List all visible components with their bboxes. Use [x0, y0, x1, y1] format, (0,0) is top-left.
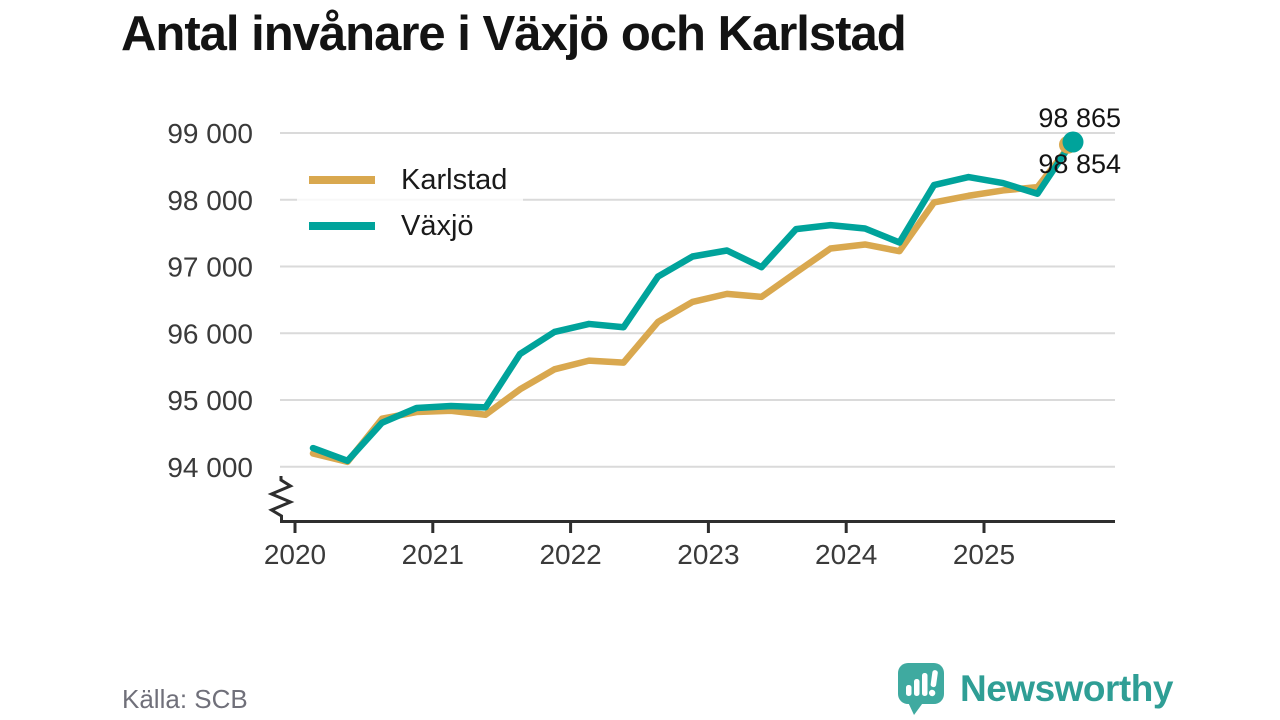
end-value-labels: 98 865 98 854	[1038, 103, 1121, 179]
bar-large	[922, 673, 928, 696]
legend-item-vaxjo: Växjö	[309, 206, 507, 246]
bar-small	[906, 685, 912, 696]
vaxjo-line-swatch	[309, 222, 375, 230]
brand-logo: Newsworthy	[897, 662, 1173, 716]
x-tick-2022: 2022	[539, 539, 601, 570]
x-axis-tick-labels: 2020 2021 2022 2023 2024 2025	[264, 539, 1015, 570]
plot-area	[267, 131, 1115, 533]
brand-name: Newsworthy	[960, 668, 1173, 709]
y-tick-95000: 95 000	[167, 385, 253, 416]
x-tick-2024: 2024	[815, 539, 877, 570]
legend-item-karlstad: Karlstad	[309, 160, 507, 200]
x-tick-2023: 2023	[677, 539, 739, 570]
end-value-vaxjo: 98 865	[1038, 103, 1121, 133]
source-note: Källa: SCB	[122, 684, 248, 714]
y-tick-98000: 98 000	[167, 185, 253, 216]
speech-bubble-shape	[898, 663, 944, 704]
y-axis-tick-labels: 94 000 95 000 96 000 97 000 98 000 99 00…	[167, 118, 253, 483]
y-tick-99000: 99 000	[167, 118, 253, 149]
y-tick-97000: 97 000	[167, 252, 253, 283]
legend: Karlstad Växjö	[297, 155, 524, 254]
exclamation-mark	[928, 670, 938, 697]
chart-title: Antal invånare i Växjö och Karlstad	[121, 7, 907, 61]
karlstad-line-swatch	[309, 176, 375, 184]
newsworthy-icon	[898, 663, 944, 715]
bar-medium	[914, 679, 920, 696]
y-tick-96000: 96 000	[167, 318, 253, 349]
legend-label-vaxjo: Växjö	[401, 209, 474, 242]
end-value-karlstad: 98 854	[1038, 149, 1121, 179]
x-tick-2021: 2021	[402, 539, 464, 570]
y-tick-94000: 94 000	[167, 452, 253, 483]
speech-bubble-tail	[907, 700, 925, 715]
x-tick-2020: 2020	[264, 539, 326, 570]
x-tick-2025: 2025	[953, 539, 1015, 570]
legend-label-karlstad: Karlstad	[401, 163, 508, 196]
